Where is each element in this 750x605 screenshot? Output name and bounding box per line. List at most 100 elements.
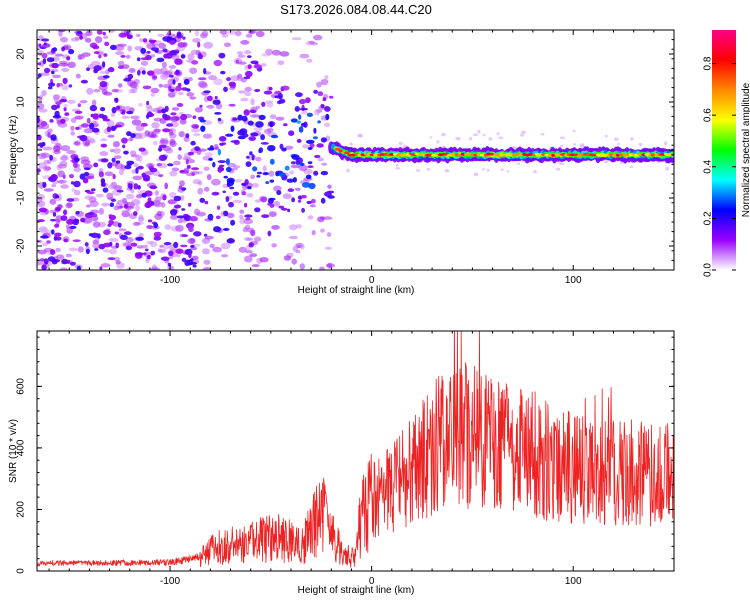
heatmap-cell — [130, 82, 138, 89]
spectrogram-ytick-label: 10 — [16, 96, 27, 108]
heatmap-cell — [214, 60, 222, 66]
heatmap-cell — [639, 143, 643, 146]
heatmap-cell — [427, 168, 430, 171]
heatmap-cell — [150, 40, 156, 44]
heatmap-cell — [358, 135, 363, 137]
heatmap-cell — [212, 162, 215, 168]
heatmap-cell — [267, 145, 275, 151]
heatmap-cell — [665, 167, 669, 171]
heatmap-cell — [199, 119, 206, 122]
spectrogram-ylabel: Frequency (Hz) — [8, 116, 19, 185]
heatmap-cell — [184, 79, 190, 85]
heatmap-cell — [170, 112, 176, 115]
heatmap-cell — [157, 34, 164, 37]
colorbar-label: Normalized spectral amplitude — [741, 82, 750, 217]
heatmap-cell — [248, 121, 254, 126]
heatmap-cell — [250, 230, 255, 236]
heatmap-cell — [150, 168, 158, 173]
heatmap-cell — [63, 78, 68, 84]
heatmap-cell — [77, 31, 82, 34]
heatmap-cell — [154, 232, 162, 237]
heatmap-cell — [86, 249, 90, 254]
heatmap-cell — [279, 173, 286, 177]
heatmap-cell — [74, 156, 77, 162]
heatmap-cell — [67, 100, 76, 104]
heatmap-cell — [178, 42, 188, 47]
heatmap-cell — [159, 84, 163, 88]
heatmap-cell — [114, 206, 120, 211]
heatmap-cell — [560, 145, 563, 148]
heatmap-cell — [219, 165, 224, 168]
heatmap-cell — [265, 181, 269, 184]
heatmap-cell — [291, 259, 297, 265]
heatmap-cell — [48, 256, 56, 261]
heatmap-cell — [278, 93, 283, 99]
heatmap-cell — [60, 37, 68, 43]
heatmap-cell — [118, 65, 124, 69]
heatmap-cell — [203, 42, 213, 49]
heatmap-cell — [48, 82, 55, 86]
heatmap-cell — [182, 234, 188, 237]
heatmap-cell — [178, 92, 184, 95]
heatmap-cell — [141, 61, 148, 66]
heatmap-cell — [297, 121, 301, 124]
heatmap-cell — [289, 170, 295, 174]
heatmap-cell — [61, 215, 68, 221]
heatmap-cell — [218, 166, 223, 173]
heatmap-cell — [190, 245, 195, 248]
heatmap-cell — [240, 40, 249, 45]
heatmap-cell — [77, 266, 81, 272]
heatmap-cell — [191, 50, 199, 55]
heatmap-cell — [42, 53, 48, 59]
heatmap-cell — [54, 224, 59, 228]
heatmap-cell — [173, 242, 178, 248]
heatmap-cell — [143, 38, 148, 42]
heatmap-cell — [246, 238, 253, 241]
heatmap-cell — [281, 86, 290, 91]
heatmap-cell — [187, 238, 195, 244]
heatmap-cell — [131, 243, 138, 247]
heatmap-cell — [267, 128, 274, 133]
heatmap-cell — [560, 137, 565, 139]
heatmap-cell — [154, 50, 158, 53]
heatmap-cell — [170, 50, 178, 55]
heatmap-cell — [137, 70, 141, 76]
heatmap-cell — [100, 107, 105, 111]
heatmap-cell — [265, 100, 273, 103]
heatmap-cell — [68, 49, 74, 54]
heatmap-cell — [238, 54, 246, 58]
heatmap-cell — [61, 47, 65, 52]
snr-plot-area — [37, 331, 674, 571]
heatmap-cell — [113, 141, 120, 147]
snr-xtick-label: -100 — [160, 576, 180, 587]
heatmap-cell — [313, 35, 322, 41]
heatmap-cell — [116, 160, 120, 163]
heatmap-cell — [215, 96, 218, 99]
heatmap-cell — [55, 248, 60, 252]
heatmap-cell — [87, 118, 91, 124]
heatmap-cell — [305, 97, 311, 103]
heatmap-cell — [151, 251, 156, 256]
heatmap-cell — [318, 158, 324, 162]
heatmap-cell — [100, 81, 108, 87]
heatmap-cell — [147, 70, 154, 75]
heatmap-cell — [80, 100, 88, 103]
heatmap-cell — [187, 165, 191, 169]
heatmap-cell — [131, 199, 140, 205]
heatmap-cell — [66, 260, 70, 264]
heatmap-cell — [299, 99, 306, 104]
heatmap-cell — [56, 195, 60, 198]
heatmap-cell — [172, 107, 179, 111]
heatmap-cell — [66, 254, 72, 258]
heatmap-cell — [203, 134, 212, 139]
heatmap-cell — [228, 31, 237, 35]
heatmap-cell — [197, 188, 203, 195]
heatmap-cell — [120, 55, 125, 58]
heatmap-cell — [278, 206, 284, 209]
heatmap-cell — [273, 201, 280, 207]
heatmap-cell — [247, 55, 252, 58]
heatmap-cell — [115, 232, 120, 235]
heatmap-cell — [108, 184, 118, 189]
heatmap-cell — [81, 124, 89, 128]
